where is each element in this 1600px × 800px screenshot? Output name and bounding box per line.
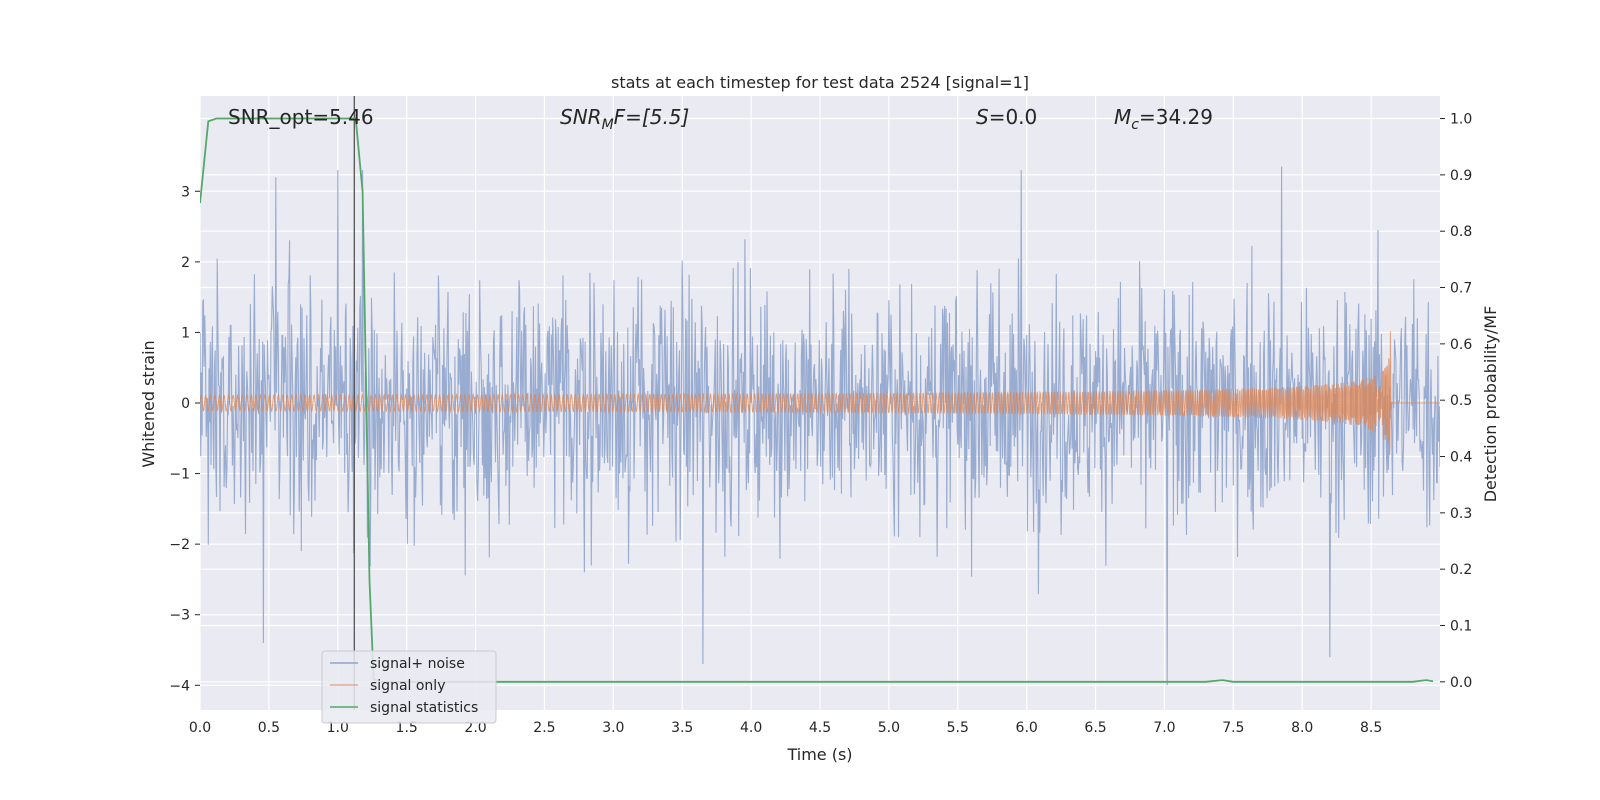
y2-tick-label: 0.4: [1450, 450, 1472, 466]
annotation-mc-sub: c: [1131, 117, 1139, 133]
y2-tick-label: 0.2: [1450, 562, 1472, 578]
annotation-mc-rest: =34.29: [1139, 105, 1213, 129]
signal-only-line: [200, 331, 1440, 455]
legend-label-signal-noise: signal+ noise: [370, 656, 465, 672]
annotation-snr-opt: SNR_opt=5.46: [228, 105, 374, 129]
annotation-snr-mf: SNRMF=[5.5]: [560, 105, 689, 133]
x-tick-label: 5.5: [947, 720, 969, 736]
annotation-mc: Mc=34.29: [1114, 105, 1213, 133]
x-tick-label: 4.5: [809, 720, 831, 736]
x-tick-label: 7.5: [1222, 720, 1244, 736]
x-tick-label: 2.5: [533, 720, 555, 736]
annotation-s-rest: =0.0: [989, 105, 1038, 129]
y2-tick-label: 0.9: [1450, 168, 1472, 184]
y2-tick-label: 0.1: [1450, 619, 1472, 635]
x-tick-label: 2.0: [464, 720, 486, 736]
series-signal-statistics: [200, 117, 1434, 683]
x-tick-label: 4.0: [740, 720, 762, 736]
x-tick-label: 0.5: [258, 720, 280, 736]
y-tick-label: 2: [181, 255, 190, 271]
y2-tick-label: 1.0: [1450, 112, 1472, 128]
annotation-snr-mf-base: SNR: [560, 105, 602, 129]
y-tick-label: −4: [169, 678, 190, 694]
annotation-snr-mf-sub: M: [602, 117, 614, 133]
y2-tick-label: 0.6: [1450, 337, 1472, 353]
legend: signal+ noise signal only signal statist…: [321, 650, 497, 724]
x-tick-label: 8.5: [1360, 720, 1382, 736]
legend-label-signal-statistics: signal statistics: [370, 700, 478, 716]
x-axis-ticks: 0.0 0.5 1.0 1.5 2.0 2.5 3.0 3.5 4.0 4.5 5.0 5.5 6.0 6…: [189, 720, 1382, 736]
x-tick-label: 1.5: [396, 720, 418, 736]
annotation-s: S=0.0: [976, 105, 1037, 129]
x-tick-label: 7.0: [1153, 720, 1175, 736]
annotation-mc-base: M: [1114, 105, 1131, 129]
y2-tick-label: 0.5: [1450, 393, 1472, 409]
y-tick-label: −3: [169, 608, 190, 624]
x-tick-label: 3.5: [671, 720, 693, 736]
legend-label-signal-only: signal only: [370, 678, 445, 694]
signal-noise-line: [200, 166, 1440, 686]
signal-statistics-line: [200, 117, 1434, 683]
x-tick-label: 8.0: [1291, 720, 1313, 736]
series-signal-noise: [200, 166, 1440, 686]
y2-tick-label: 0.7: [1450, 281, 1472, 297]
x-tick-label: 3.0: [602, 720, 624, 736]
x-tick-label: 6.5: [1084, 720, 1106, 736]
x-tick-label: 5.0: [878, 720, 900, 736]
y-tick-label: −1: [169, 467, 190, 483]
legend-box: [321, 650, 497, 724]
x-tick-label: 0.0: [189, 720, 211, 736]
annotation-snr-mf-rest: F=[5.5]: [614, 105, 690, 129]
chart-title: stats at each timestep for test data 252…: [611, 73, 1029, 92]
y2-tick-label: 0.0: [1450, 675, 1472, 691]
y-axis-ticks: 3 2 1 0 −1 −2 −3 −4: [169, 184, 200, 694]
y-tick-label: −2: [169, 537, 190, 553]
y-tick-label: 0: [181, 396, 190, 412]
x-tick-label: 6.0: [1016, 720, 1038, 736]
y2-tick-label: 0.8: [1450, 224, 1472, 240]
annotation-s-var: S: [976, 105, 989, 129]
x-axis-label: Time (s): [786, 745, 852, 764]
y2-axis-label: Detection probability/MF: [1481, 306, 1500, 503]
y-tick-label: 1: [181, 325, 190, 341]
x-tick-label: 1.0: [327, 720, 349, 736]
y2-axis-ticks: 1.0 0.9 0.8 0.7 0.6 0.5 0.4 0.3 0.2 0.1 0.0: [1440, 112, 1472, 691]
y-tick-label: 3: [181, 184, 190, 200]
y-axis-label: Whitened strain: [139, 340, 158, 467]
series-signal-only: [200, 331, 1440, 455]
y2-tick-label: 0.3: [1450, 506, 1472, 522]
